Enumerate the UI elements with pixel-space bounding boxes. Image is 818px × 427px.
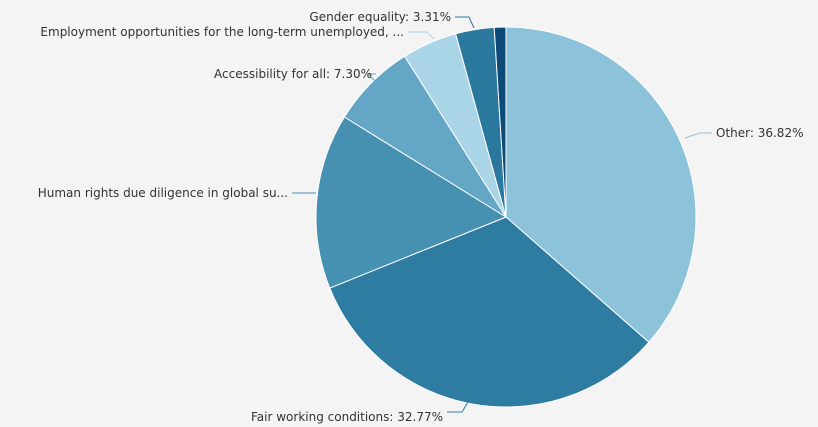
- leader-line-0: [684, 132, 712, 139]
- leader-line-1: [447, 401, 469, 413]
- leader-line-3: [366, 73, 376, 82]
- leader-line-5: [455, 16, 475, 29]
- slice-label-1: Fair working conditions: 32.77%: [251, 410, 443, 424]
- pie-slices: [315, 26, 697, 408]
- leader-line-4: [408, 31, 435, 40]
- slice-label-0: Other: 36.82%: [716, 126, 803, 140]
- slice-label-3: Accessibility for all: 7.30%: [214, 67, 372, 81]
- slice-labels: Other: 36.82% Fair working conditions: 32…: [38, 10, 804, 424]
- pie-slice-human-rights-due-diligence-in-global-supply-chains[interactable]: [315, 116, 508, 289]
- pie-slice-fair-working-conditions[interactable]: [329, 216, 650, 408]
- slice-label-5: Gender equality: 3.31%: [309, 10, 451, 24]
- pie-slice-other-small-segment[interactable]: [493, 26, 507, 218]
- pie-slice-other[interactable]: [505, 26, 697, 343]
- leader-lines: [292, 16, 712, 413]
- slice-label-2: Human rights due diligence in global su.…: [38, 186, 288, 200]
- slice-label-4: Employment opportunities for the long-te…: [40, 25, 404, 39]
